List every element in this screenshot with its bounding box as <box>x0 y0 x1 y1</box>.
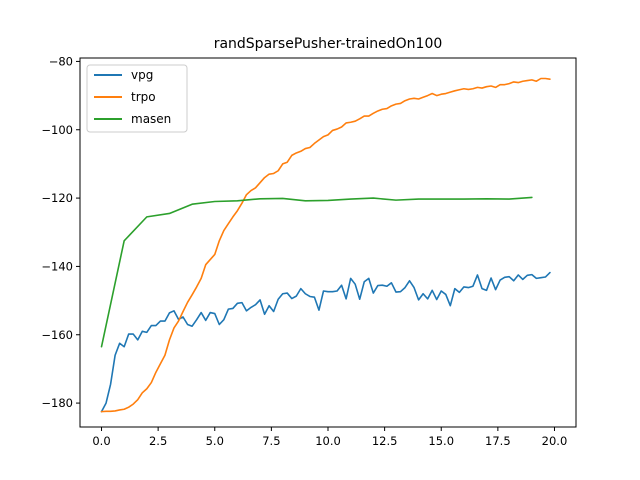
x-tick-label: 10.0 <box>315 434 341 448</box>
x-axis: 0.0 2.5 5.0 7.5 10.0 12.5 15.0 17.5 20.0 <box>92 427 567 448</box>
legend-label-vpg: vpg <box>131 68 153 82</box>
x-tick-label: 17.5 <box>485 434 511 448</box>
series-line-masen <box>100 196 533 348</box>
x-tick-label: 15.0 <box>428 434 454 448</box>
y-tick-label: −120 <box>41 191 73 205</box>
legend: vpg trpo masen <box>86 64 188 133</box>
x-tick-label: 20.0 <box>542 434 568 448</box>
x-tick-label: 2.5 <box>149 434 167 448</box>
series-line-vpg <box>100 271 551 413</box>
y-axis: −180 −160 −140 −120 −100 −80 <box>41 54 80 410</box>
x-tick-label: 12.5 <box>372 434 398 448</box>
plot-series <box>100 77 551 413</box>
x-tick-label: 0.0 <box>92 434 110 448</box>
y-tick-label: −180 <box>41 396 73 410</box>
legend-label-trpo: trpo <box>131 90 156 104</box>
legend-box <box>86 64 188 133</box>
y-tick-label: −80 <box>49 54 73 68</box>
x-tick-label: 5.0 <box>206 434 224 448</box>
y-tick-label: −160 <box>41 328 73 342</box>
legend-label-masen: masen <box>131 112 171 126</box>
series-line-trpo <box>100 77 551 413</box>
y-tick-label: −140 <box>41 259 73 273</box>
chart-title: randSparsePusher-trainedOn100 <box>214 36 443 52</box>
x-tick-label: 7.5 <box>262 434 280 448</box>
y-tick-label: −100 <box>41 123 73 137</box>
